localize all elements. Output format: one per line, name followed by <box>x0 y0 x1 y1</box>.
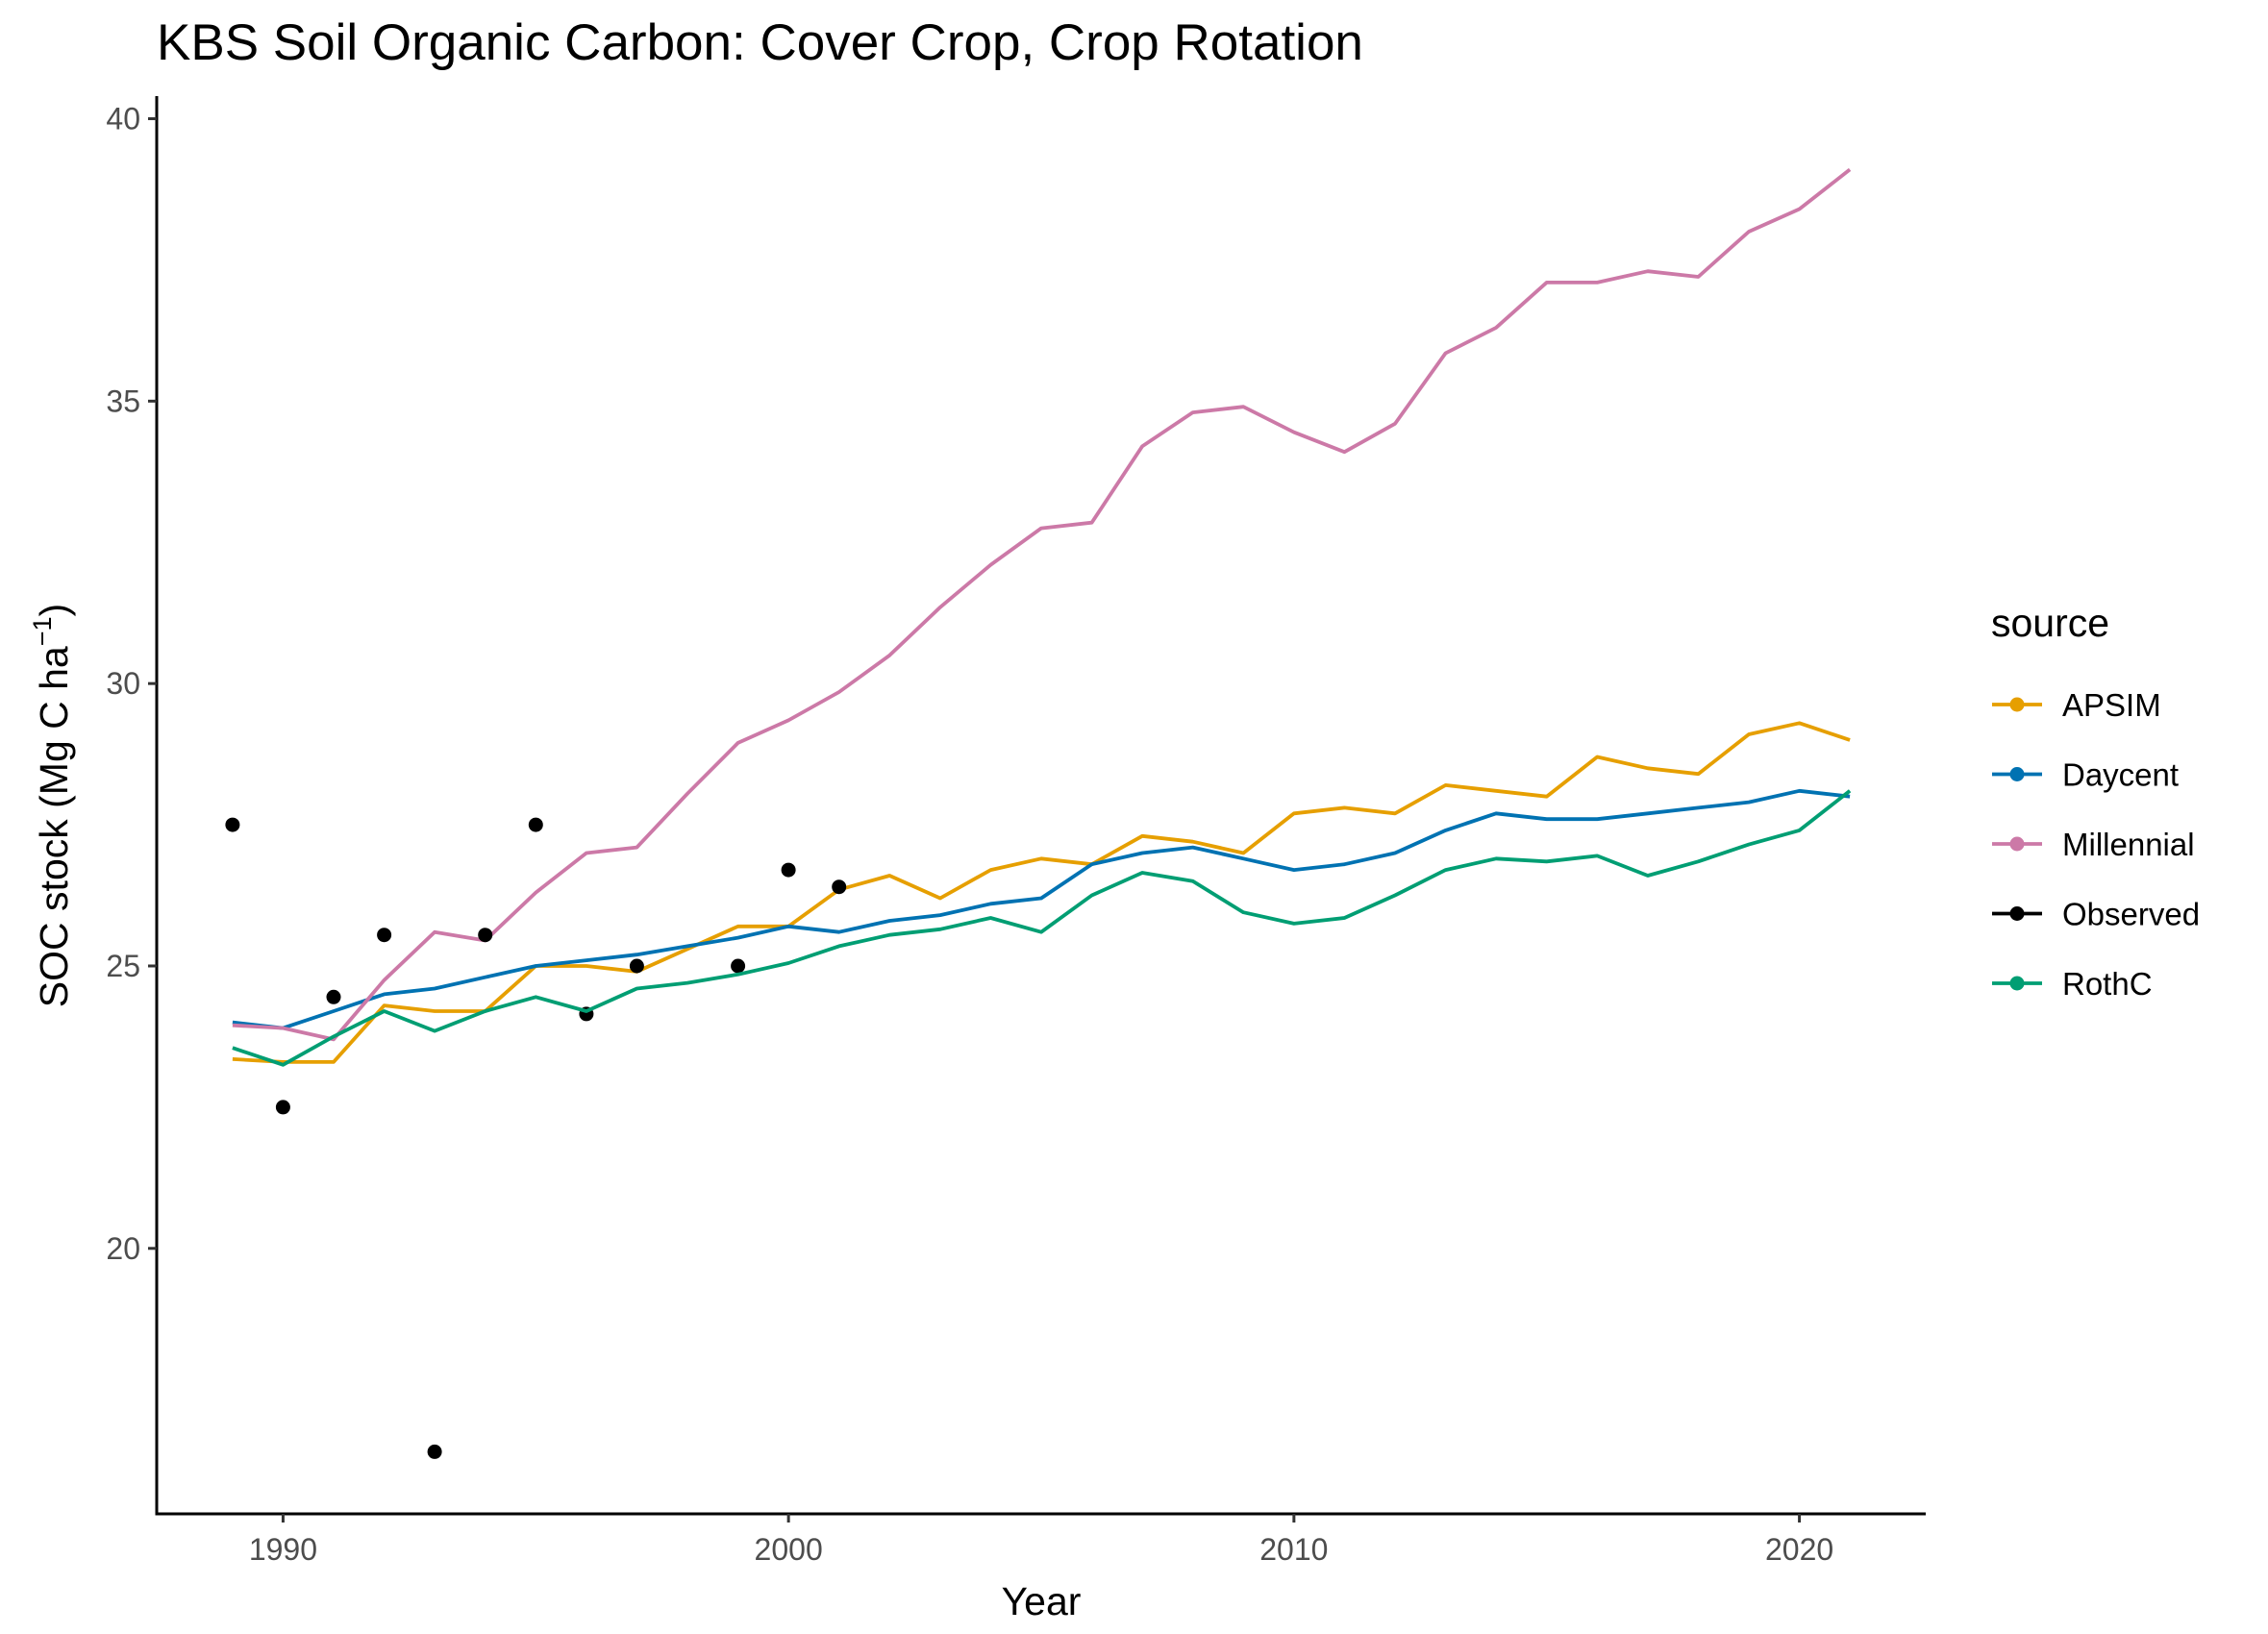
series-line-daycent <box>232 788 1851 1030</box>
legend-item-daycent: Daycent <box>1992 757 2179 793</box>
legend-title: source <box>1991 601 2109 645</box>
legend-key-point <box>2009 976 2025 991</box>
series-layer <box>225 167 1852 1459</box>
y-tick-label: 35 <box>106 384 140 418</box>
y-tick-label: 25 <box>106 949 140 983</box>
y-axis-title-close: ) <box>32 604 76 617</box>
data-point-observed <box>731 958 746 974</box>
x-tick-label: 2000 <box>755 1532 823 1567</box>
x-tick-label: 1990 <box>249 1532 317 1567</box>
legend-key-point <box>2009 767 2025 781</box>
data-point-observed <box>275 1100 290 1115</box>
legend-key-point <box>2009 836 2025 852</box>
x-tick-label: 2010 <box>1259 1532 1328 1567</box>
legend-item-observed: Observed <box>1992 897 2200 932</box>
series-line-apsim <box>232 721 1851 1064</box>
data-point-observed <box>832 879 847 895</box>
data-point-observed <box>326 989 341 1004</box>
legend-item-apsim: APSIM <box>1992 687 2161 723</box>
legend-item-millennial: Millennial <box>1992 827 2195 862</box>
y-axis-ticks: 20 25 30 35 40 <box>106 102 157 1266</box>
data-point-observed <box>377 928 392 943</box>
series-daycent <box>232 788 1851 1030</box>
data-point-observed <box>427 1444 442 1459</box>
legend-label: APSIM <box>2062 687 2161 723</box>
data-point-observed <box>528 817 543 832</box>
data-point-observed <box>781 862 796 878</box>
y-tick-label: 20 <box>106 1231 140 1266</box>
legend-items: APSIM Daycent Millennial Observed RothC <box>1992 687 2200 1002</box>
series-line-rothc <box>232 789 1852 1067</box>
series-rothc <box>232 789 1852 1067</box>
x-axis-title: Year <box>1002 1579 1082 1623</box>
data-point-observed <box>225 817 240 832</box>
chart-title: KBS Soil Organic Carbon: Cover Crop, Cro… <box>157 14 1363 71</box>
x-axis-ticks: 1990 2000 2010 2020 <box>249 1514 1833 1567</box>
data-point-observed <box>629 958 644 974</box>
y-tick-label: 30 <box>106 666 140 701</box>
legend-label: Daycent <box>2062 757 2179 793</box>
legend-key-point <box>2009 697 2025 712</box>
series-millennial <box>232 167 1852 1042</box>
y-axis-title-superscript: −1 <box>28 616 57 646</box>
legend-label: Millennial <box>2062 827 2195 862</box>
plot-area <box>155 96 1926 1516</box>
legend-label: Observed <box>2062 897 2200 932</box>
legend-key-point <box>2009 906 2025 921</box>
series-observed <box>225 817 847 1459</box>
legend: source APSIM Daycent Millennial Observed Rot… <box>1991 601 2200 1002</box>
series-apsim <box>232 721 1851 1064</box>
x-tick-label: 2020 <box>1765 1532 1833 1567</box>
y-axis-title: SOC stock (Mg C ha−1) <box>28 604 76 1007</box>
series-line-millennial <box>232 167 1852 1042</box>
legend-item-rothc: RothC <box>1992 966 2153 1002</box>
legend-label: RothC <box>2062 966 2153 1002</box>
y-tick-label: 40 <box>106 102 140 136</box>
y-axis-title-main: SOC stock (Mg C ha <box>32 646 76 1007</box>
data-point-observed <box>478 928 493 943</box>
